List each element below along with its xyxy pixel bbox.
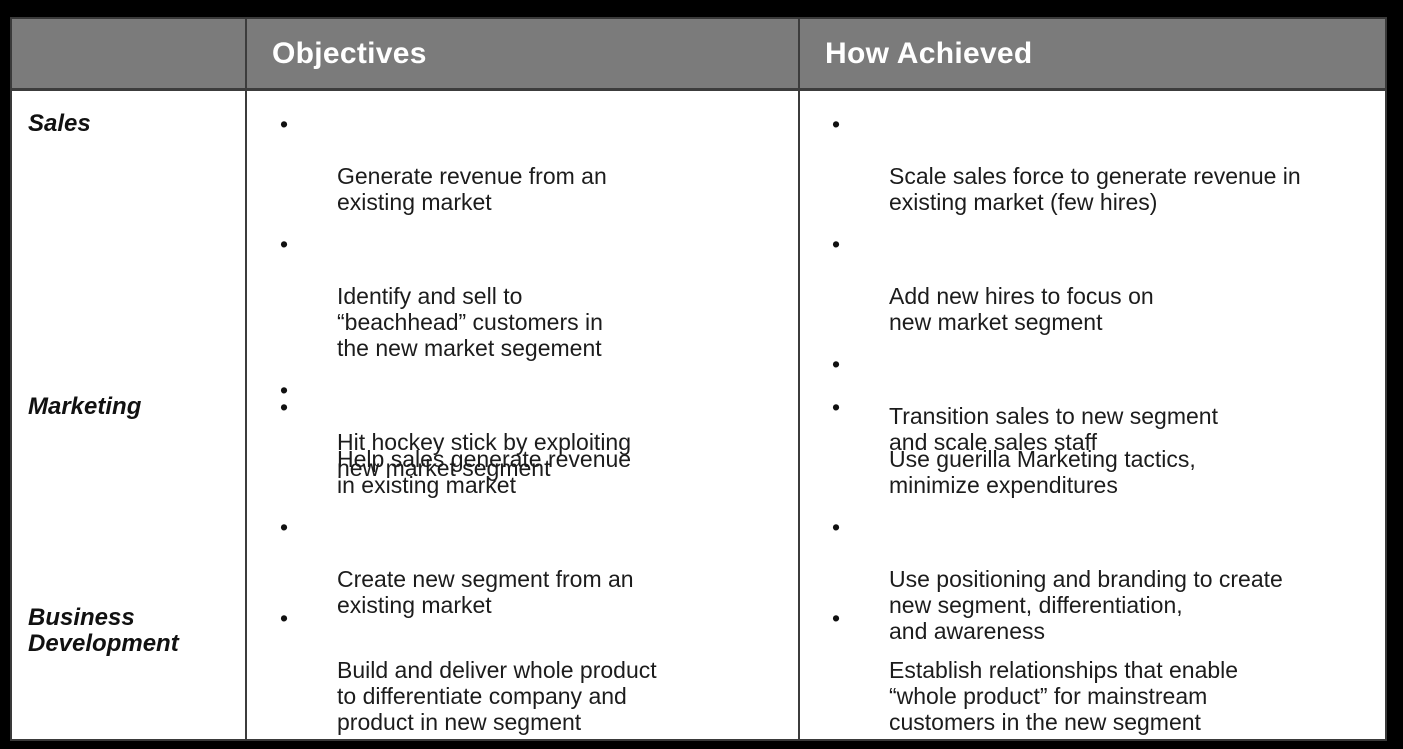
bullet-icon: • [832, 514, 841, 540]
sales-objectives-list: • Generate revenue from an existing mark… [277, 111, 777, 497]
list-item: • Hit hockey stick by exploiting new mar… [277, 377, 777, 481]
bullet-text: Scale sales force to generate revenue in… [889, 163, 1301, 215]
marketing-objectives-list: • Help sales generate revenue in existin… [277, 394, 777, 634]
list-item: • Establish relationships that enable “w… [829, 605, 1379, 735]
list-item: • Build and deliver whole product to dif… [277, 605, 777, 735]
list-item: • Identify and sell to “beachhead” custo… [277, 231, 777, 361]
row-label-sales: Sales [28, 110, 91, 137]
bullet-icon: • [832, 351, 841, 377]
bullet-icon: • [832, 231, 841, 257]
list-item: • Help sales generate revenue in existin… [277, 394, 777, 498]
bullet-icon: • [280, 231, 289, 257]
bizdev-objectives-list: • Build and deliver whole product to dif… [277, 605, 777, 739]
comparison-table: Objectives How Achieved Sales • Generate… [10, 17, 1387, 741]
column-divider-1 [245, 19, 247, 739]
table-header: Objectives How Achieved [12, 19, 1385, 91]
bullet-icon: • [832, 111, 841, 137]
sales-how-list: • Scale sales force to generate revenue … [829, 111, 1379, 471]
list-item: • Generate revenue from an existing mark… [277, 111, 777, 215]
bullet-text: Establish relationships that enable “who… [889, 657, 1239, 735]
bullet-icon: • [280, 394, 289, 420]
bullet-text: Transition sales to new segment and scal… [889, 403, 1218, 455]
bullet-text: Identify and sell to “beachhead” custome… [337, 283, 603, 361]
bizdev-how-list: • Establish relationships that enable “w… [829, 605, 1379, 739]
list-item: • Transition sales to new segment and sc… [829, 351, 1379, 455]
bullet-text: Generate revenue from an existing market [337, 163, 607, 215]
marketing-how-list: • Use guerilla Marketing tactics, minimi… [829, 394, 1379, 660]
list-item: • Add new hires to focus on new market s… [829, 231, 1379, 335]
bullet-icon: • [280, 514, 289, 540]
header-how-achieved: How Achieved [825, 36, 1033, 70]
column-divider-2 [798, 19, 800, 739]
bullet-icon: • [832, 394, 841, 420]
list-item: • Use positioning and branding to create… [829, 514, 1379, 644]
row-label-business-development: Business Development [28, 604, 179, 657]
list-item: • Scale sales force to generate revenue … [829, 111, 1379, 215]
row-label-marketing: Marketing [28, 393, 142, 420]
bullet-text: Create new segment from an existing mark… [337, 566, 634, 618]
bullet-text: Add new hires to focus on new market seg… [889, 283, 1154, 335]
bullet-text: Help sales generate revenue in existing … [337, 446, 632, 498]
list-item: • Create new segment from an existing ma… [277, 514, 777, 618]
header-objectives: Objectives [272, 36, 427, 70]
bullet-text: Hit hockey stick by exploiting new marke… [337, 429, 632, 481]
list-item: • Use guerilla Marketing tactics, minimi… [829, 394, 1379, 498]
bullet-text: Build and deliver whole product to diffe… [337, 657, 657, 735]
bullet-icon: • [280, 111, 289, 137]
bullet-text: Use positioning and branding to create n… [889, 566, 1283, 644]
bullet-icon: • [280, 605, 289, 631]
bullet-icon: • [832, 605, 841, 631]
bullet-text: Use guerilla Marketing tactics, minimize… [889, 446, 1196, 498]
bullet-icon: • [280, 377, 289, 403]
